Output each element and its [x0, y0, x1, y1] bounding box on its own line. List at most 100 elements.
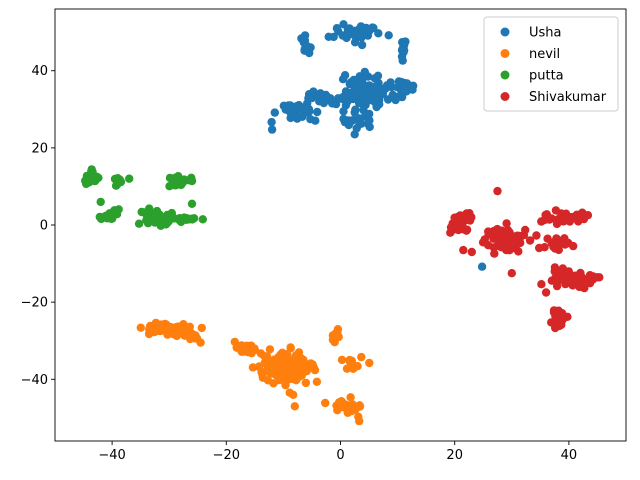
- data-point: [552, 281, 562, 291]
- data-point: [351, 105, 360, 114]
- data-point: [136, 323, 145, 332]
- data-point: [365, 122, 374, 132]
- y-tick-label: 0: [40, 219, 48, 234]
- data-point: [184, 215, 194, 224]
- data-point: [153, 210, 162, 219]
- data-point: [514, 247, 523, 256]
- data-point: [379, 85, 389, 94]
- data-point: [515, 231, 524, 241]
- data-point: [369, 82, 378, 92]
- data-point: [255, 362, 264, 371]
- data-point: [541, 210, 550, 220]
- data-point: [243, 348, 253, 357]
- data-point: [284, 101, 293, 110]
- data-point: [342, 32, 351, 42]
- axes: −40 −20 0 20 40 −40 −20 0 20 40: [21, 8, 627, 463]
- data-point: [304, 90, 314, 99]
- y-tick-label: −40: [21, 373, 48, 388]
- data-point: [267, 117, 276, 127]
- data-point: [167, 208, 176, 218]
- data-point: [402, 79, 412, 88]
- legend-label: Shivakumar: [529, 90, 607, 105]
- data-point: [460, 216, 469, 226]
- data-point: [537, 280, 546, 289]
- data-point: [548, 239, 558, 248]
- legend-label: Usha: [529, 26, 562, 41]
- data-point: [230, 337, 239, 347]
- data-point: [537, 217, 546, 226]
- data-point: [585, 271, 595, 280]
- data-point: [309, 363, 318, 372]
- data-point: [393, 92, 402, 102]
- data-point: [302, 41, 311, 50]
- data-point: [333, 406, 342, 415]
- data-point: [348, 30, 358, 39]
- data-point: [321, 398, 330, 408]
- x-tick-label: −40: [98, 448, 125, 463]
- data-point: [237, 341, 246, 350]
- data-point: [374, 29, 383, 38]
- data-point: [196, 338, 205, 347]
- data-point: [477, 262, 487, 271]
- data-point: [459, 245, 468, 255]
- data-point: [573, 215, 582, 224]
- data-point: [497, 233, 506, 242]
- data-point: [299, 355, 308, 365]
- y-tick-label: 40: [31, 64, 48, 79]
- data-point: [556, 310, 566, 319]
- data-point: [372, 102, 381, 112]
- data-point: [344, 120, 353, 130]
- legend-marker: [500, 92, 510, 101]
- data-point: [384, 31, 393, 40]
- data-point: [343, 404, 352, 414]
- x-tick-label: 20: [446, 448, 463, 463]
- data-point: [583, 211, 593, 220]
- data-point: [328, 99, 337, 108]
- data-point: [540, 243, 549, 252]
- data-point: [480, 235, 489, 244]
- data-point: [285, 388, 294, 397]
- data-point: [88, 167, 97, 176]
- data-point: [387, 82, 396, 92]
- data-point: [554, 245, 563, 255]
- data-point: [402, 87, 411, 96]
- points-layer: [81, 20, 604, 426]
- data-point: [332, 24, 342, 33]
- data-point: [349, 81, 358, 90]
- data-point: [262, 352, 272, 361]
- data-point: [313, 107, 322, 117]
- data-point: [247, 341, 256, 350]
- data-point: [291, 351, 301, 360]
- data-point: [348, 94, 358, 104]
- data-point: [156, 218, 165, 227]
- legend-marker: [500, 49, 510, 58]
- legend-label: putta: [529, 69, 564, 84]
- data-point: [363, 31, 373, 40]
- data-point: [187, 199, 197, 208]
- x-tick-label: 40: [561, 448, 578, 463]
- data-point: [96, 197, 105, 207]
- data-point: [147, 327, 156, 336]
- data-point: [286, 113, 295, 123]
- data-point: [85, 174, 94, 184]
- data-point: [339, 107, 348, 116]
- data-point: [134, 219, 144, 228]
- data-point: [365, 116, 374, 125]
- legend-marker: [500, 27, 510, 37]
- data-point: [399, 46, 409, 55]
- data-point: [114, 205, 123, 214]
- data-point: [365, 358, 374, 368]
- legend-box: [483, 16, 619, 112]
- data-point: [267, 125, 277, 134]
- data-point: [490, 249, 499, 258]
- legend: Usha nevil putta Shivakumar: [483, 16, 619, 112]
- data-point: [547, 318, 556, 327]
- data-point: [383, 95, 393, 104]
- data-point: [293, 360, 302, 370]
- data-point: [115, 177, 125, 186]
- data-point: [365, 109, 374, 119]
- x-tick-label: −20: [213, 448, 240, 463]
- data-point: [338, 75, 348, 84]
- data-point: [172, 178, 181, 188]
- data-point: [556, 209, 566, 218]
